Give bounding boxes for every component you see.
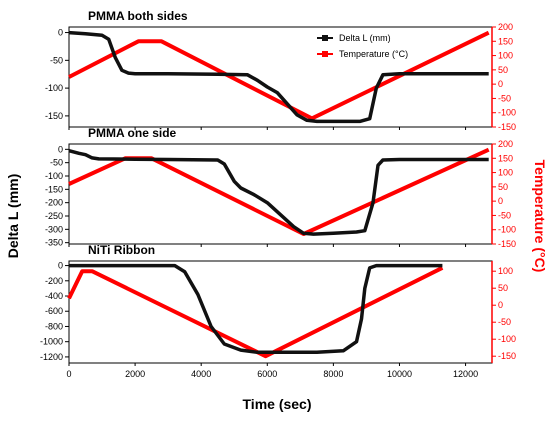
legend-delta-marker: [322, 35, 328, 41]
right-tick-label: 50: [498, 283, 508, 293]
panel-3: NiTi Ribbon0-200-400-600-800-1000-120010…: [40, 243, 516, 366]
left-tick-label: -200: [45, 198, 63, 208]
x-tick-label: 12000: [453, 369, 478, 379]
temperature-series-line: [68, 30, 490, 121]
right-tick-label: 50: [498, 65, 508, 75]
right-tick-label: -100: [498, 334, 516, 344]
right-tick-label: -50: [498, 93, 511, 103]
left-tick-label: -350: [45, 238, 63, 248]
right-y-axis-label: Temperature (°C): [532, 160, 548, 273]
right-tick-label: -50: [498, 317, 511, 327]
right-tick-label: 150: [498, 36, 513, 46]
panel-title: PMMA one side: [88, 126, 177, 140]
right-tick-label: 0: [498, 300, 503, 310]
right-tick-label: 150: [498, 153, 513, 163]
x-tick-label: 8000: [323, 369, 343, 379]
panel-1: PMMA both sides 0 -50 -100 -150 200 150 100 50 0 -…: [45, 9, 516, 132]
right-tick-label: 200: [498, 22, 513, 32]
right-tick-label: -150: [498, 122, 516, 132]
x-tick-label: 10000: [387, 369, 412, 379]
left-tick-label: -1200: [40, 352, 63, 362]
x-tick-label: 4000: [191, 369, 211, 379]
left-tick-label: -50: [50, 55, 63, 65]
delta-l-series-line: [68, 30, 489, 124]
left-tick-label: -50: [50, 158, 63, 168]
right-tick-label: -150: [498, 351, 516, 361]
right-tick-label: 100: [498, 168, 513, 178]
left-tick-label: -300: [45, 224, 63, 234]
right-tick-label: 0: [498, 79, 503, 89]
panel-title: PMMA both sides: [88, 9, 188, 23]
x-tick-label: 2000: [125, 369, 145, 379]
left-tick-label: -600: [45, 306, 63, 316]
temperature-series-line: [68, 147, 490, 236]
left-tick-label: -200: [45, 276, 63, 286]
right-tick-label: 100: [498, 51, 513, 61]
left-tick-label: 0: [58, 28, 63, 38]
x-tick-label: 6000: [257, 369, 277, 379]
x-tick-label: 0: [66, 369, 71, 379]
legend-temp-label: Temperature (°C): [339, 49, 408, 59]
delta-l-series-line: [68, 149, 489, 236]
legend: Delta L (mm) Temperature (°C): [317, 33, 408, 59]
temperature-series-line: [67, 266, 444, 359]
left-tick-label: 0: [58, 144, 63, 154]
left-tick-label: -1000: [40, 337, 63, 347]
left-tick-label: -800: [45, 321, 63, 331]
right-tick-label: -50: [498, 210, 511, 220]
right-tick-label: 200: [498, 139, 513, 149]
right-tick-label: 50: [498, 182, 508, 192]
right-tick-label: -150: [498, 239, 516, 249]
panels: PMMA both sides0-50-100-150200150100500-…: [40, 9, 516, 379]
x-axis-label: Time (sec): [243, 396, 312, 412]
left-tick-label: -100: [45, 171, 63, 181]
legend-delta-label: Delta L (mm): [339, 33, 391, 43]
left-tick-label: -150: [45, 111, 63, 121]
legend-temp-marker: [322, 51, 328, 57]
panel-2: PMMA one side 0 -50 -100 -150 -200 -250 -300 -35…: [45, 126, 516, 249]
delta-l-series-line: [69, 263, 443, 355]
panel-title: NiTi Ribbon: [88, 243, 155, 257]
left-tick-label: -100: [45, 83, 63, 93]
left-tick-label: 0: [58, 261, 63, 271]
left-y-axis-label: Delta L (mm): [5, 174, 21, 259]
left-tick-label: -250: [45, 211, 63, 221]
right-tick-label: -100: [498, 225, 516, 235]
x-tick-labels: 0 2000 4000 6000 8000 10000 12000: [66, 369, 478, 379]
right-tick-label: -100: [498, 108, 516, 118]
panel-frame: [68, 26, 493, 128]
right-tick-label: 0: [498, 196, 503, 206]
right-tick-label: 100: [498, 266, 513, 276]
left-tick-label: -150: [45, 184, 63, 194]
left-tick-label: -400: [45, 291, 63, 301]
